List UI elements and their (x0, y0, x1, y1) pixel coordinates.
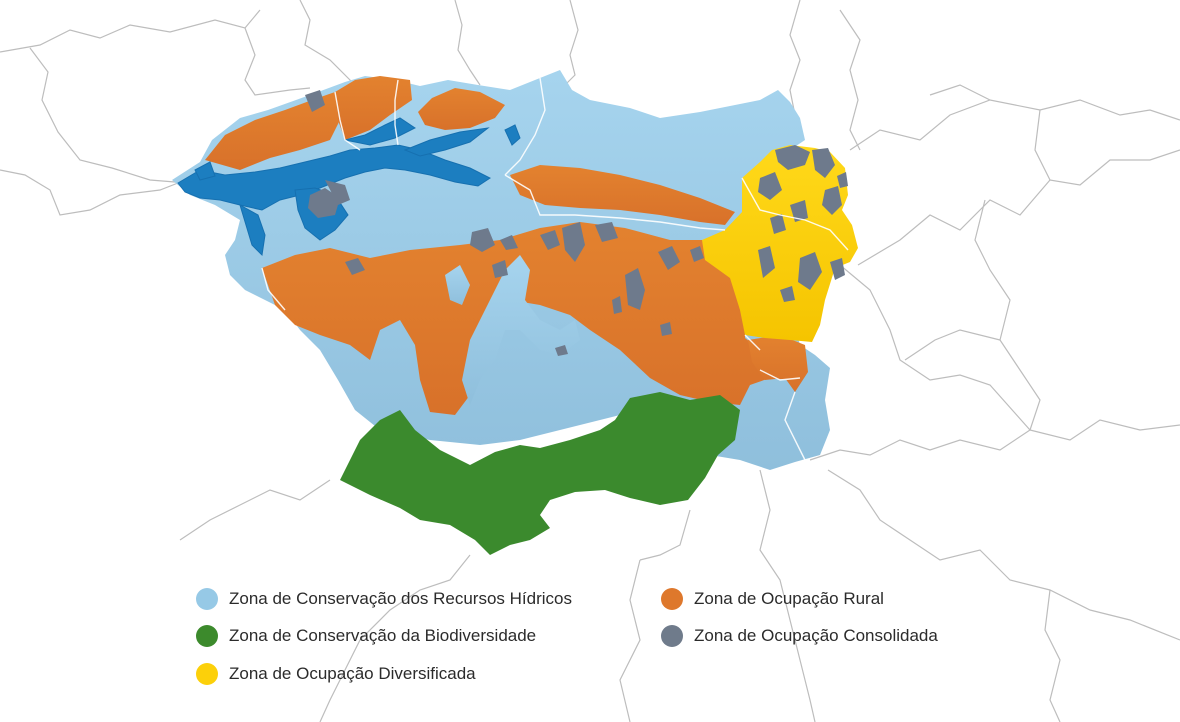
legend-item-rural: Zona de Ocupação Rural (661, 588, 884, 610)
zone-diversified (702, 145, 858, 342)
legend-label-biodiversity: Zona de Conservação da Biodiversidade (229, 626, 537, 645)
legend-item-biodiversity: Zona de Conservação da Biodiversidade (196, 625, 536, 647)
legend-item-consolidated: Zona de Ocupação Consolidada (661, 625, 938, 647)
zone-biodiversity (340, 392, 740, 555)
swatch-conservation-water (196, 588, 218, 610)
swatch-biodiversity (196, 625, 218, 647)
legend-label-rural: Zona de Ocupação Rural (694, 589, 884, 608)
legend-label-diversified: Zona de Ocupação Diversificada (229, 664, 476, 683)
internal-borders (261, 77, 849, 461)
conservation-inlets (445, 255, 580, 405)
legend-label-consolidated: Zona de Ocupação Consolidada (694, 626, 938, 645)
legend-item-diversified: Zona de Ocupação Diversificada (196, 663, 476, 685)
swatch-rural (661, 588, 683, 610)
zone-consolidated-patches (305, 90, 848, 356)
map-legend: Zona de Conservação dos Recursos Hídrico… (196, 588, 996, 698)
zone-rural-shapes (205, 76, 808, 415)
legend-label-conservation-water: Zona de Conservação dos Recursos Hídrico… (229, 589, 572, 608)
legend-item-conservation-water: Zona de Conservação dos Recursos Hídrico… (196, 588, 572, 610)
swatch-diversified (196, 663, 218, 685)
swatch-consolidated (661, 625, 683, 647)
